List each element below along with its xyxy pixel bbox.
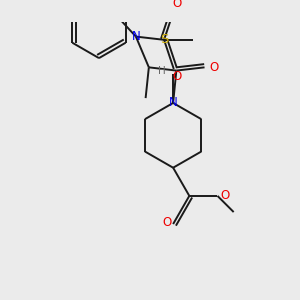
Text: O: O [220,189,230,203]
Text: O: O [162,216,171,229]
Text: N: N [131,30,140,43]
Text: H: H [158,66,166,76]
Text: O: O [172,70,181,83]
Text: N: N [169,97,178,110]
Text: S: S [160,33,168,46]
Text: O: O [172,0,181,10]
Text: O: O [209,61,218,74]
